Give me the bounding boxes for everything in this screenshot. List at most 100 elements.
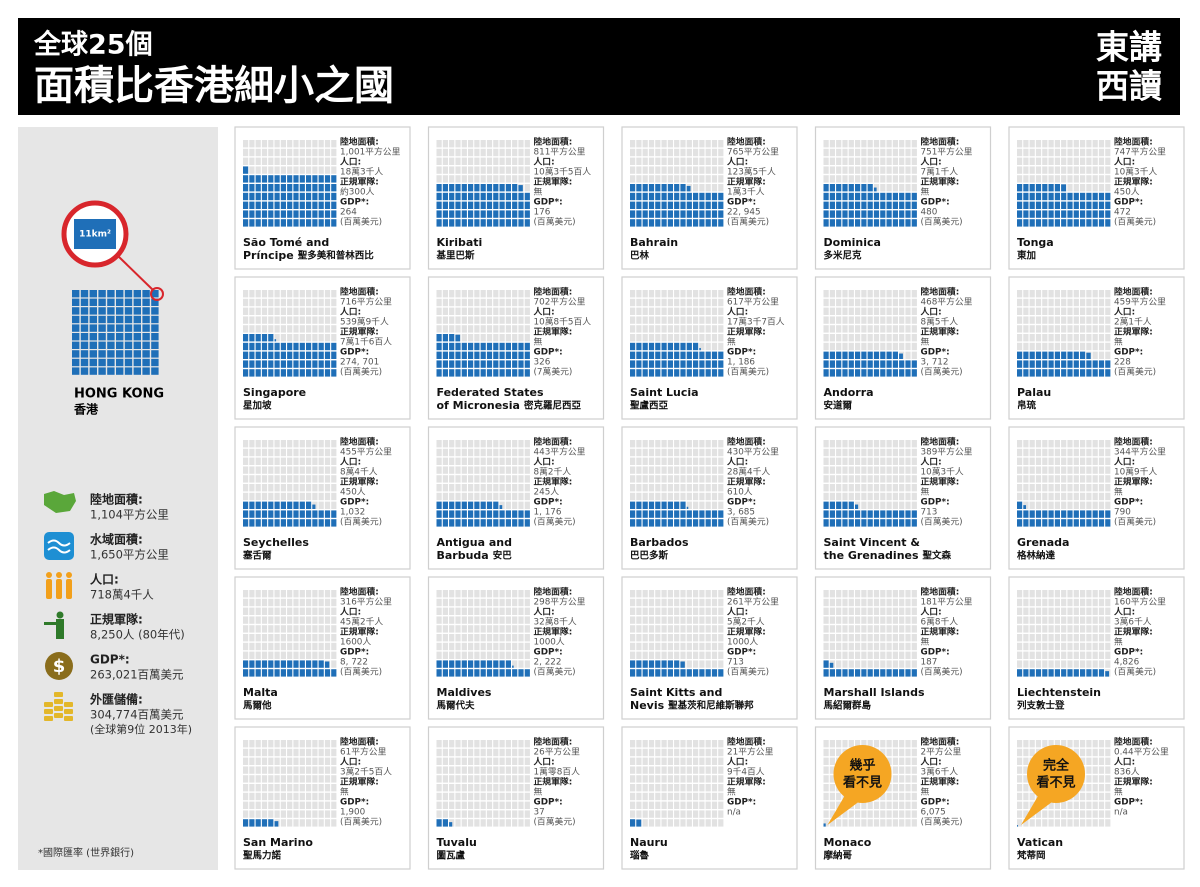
waffle-cell <box>861 148 867 157</box>
waffle-cell <box>892 801 898 809</box>
waffle-cell <box>442 440 448 448</box>
waffle-cell <box>274 342 280 351</box>
waffle-cell <box>630 290 636 298</box>
waffle-cell <box>455 148 461 157</box>
waffle-cell <box>655 316 661 324</box>
waffle-cell <box>499 740 505 748</box>
waffle-cell <box>306 307 312 315</box>
waffle-cell <box>1023 192 1029 201</box>
waffle-cell <box>331 819 337 827</box>
waffle-cell <box>855 184 861 192</box>
waffle-cell <box>1035 810 1042 818</box>
waffle-cell <box>287 219 293 227</box>
waffle-cell <box>280 175 286 183</box>
waffle-cell <box>1048 642 1054 651</box>
waffle-cell <box>80 350 89 358</box>
waffle-cell <box>249 184 255 192</box>
waffle-cell <box>1098 448 1105 457</box>
waffle-cell <box>892 590 898 598</box>
waffle-cell <box>711 175 718 183</box>
waffle-cell <box>873 519 880 527</box>
waffle-cell <box>836 175 842 183</box>
field-label: GDP*: <box>340 798 369 808</box>
waffle-cell <box>667 810 673 818</box>
waffle-cell <box>892 219 898 227</box>
waffle-cell <box>249 757 255 765</box>
waffle-cell <box>1054 148 1060 157</box>
field-value: 459平方公里 <box>1114 296 1166 308</box>
waffle-cell <box>686 440 692 448</box>
waffle-cell <box>1073 298 1079 307</box>
waffle-cell <box>899 457 905 465</box>
waffle-cell <box>1054 201 1060 209</box>
waffle-cell <box>480 157 486 165</box>
waffle-cell <box>1073 175 1079 183</box>
waffle-cell <box>331 625 337 633</box>
waffle-cell <box>287 784 293 792</box>
waffle-cell <box>249 457 255 465</box>
waffle-cell <box>823 175 829 183</box>
waffle-cell <box>705 590 711 598</box>
waffle-cell <box>512 175 518 183</box>
waffle-cell <box>261 192 268 201</box>
waffle-cell <box>499 157 505 165</box>
country-name: Dominica <box>824 236 881 249</box>
waffle-cell <box>468 598 474 607</box>
waffle-cell <box>324 740 331 748</box>
waffle-cell <box>512 810 518 818</box>
waffle-cell <box>324 290 331 298</box>
field-value: 61平方公里 <box>340 746 387 758</box>
waffle-cell <box>667 457 673 465</box>
waffle-cell <box>1080 316 1086 324</box>
waffle-cell <box>1067 184 1073 192</box>
waffle-cell <box>718 457 724 465</box>
waffle-cell <box>1105 740 1111 748</box>
waffle-cell <box>1017 175 1023 183</box>
waffle-cell <box>312 792 318 801</box>
waffle-cell <box>848 607 854 615</box>
waffle-cell <box>705 201 711 209</box>
icon-gold <box>64 709 73 714</box>
waffle-cell <box>1017 775 1023 783</box>
waffle-cell <box>331 501 337 509</box>
waffle-cell <box>1023 810 1029 818</box>
waffle-cell <box>1054 166 1060 174</box>
waffle-cell <box>1061 448 1067 457</box>
waffle-cell <box>280 475 286 483</box>
waffle-cell <box>630 642 636 651</box>
waffle-cell <box>848 342 854 351</box>
waffle-cell <box>1035 369 1042 377</box>
waffle-cell <box>293 792 299 801</box>
waffle-cell <box>449 740 455 748</box>
waffle-cell <box>705 748 711 757</box>
waffle-cell <box>151 307 159 315</box>
field-label: 陸地面積: <box>921 436 960 448</box>
waffle-cell <box>861 307 867 315</box>
waffle-cell <box>823 184 829 192</box>
waffle-cell <box>699 466 705 474</box>
waffle-cell <box>461 598 467 607</box>
waffle-cell <box>449 651 455 659</box>
waffle-cell <box>867 642 873 651</box>
waffle-cell <box>499 325 505 333</box>
waffle-cell <box>867 510 873 518</box>
waffle-cell <box>1098 201 1105 209</box>
waffle-cell <box>674 192 680 201</box>
waffle-cell <box>711 192 718 201</box>
waffle-cell <box>1080 510 1086 518</box>
waffle-cell <box>455 642 461 651</box>
waffle-cell <box>331 342 337 351</box>
waffle-cell <box>255 148 261 157</box>
waffle-cell <box>442 316 448 324</box>
waffle-cell <box>524 642 530 651</box>
waffle-cell <box>499 492 505 501</box>
waffle-cell <box>718 740 724 748</box>
waffle-cell <box>674 775 680 783</box>
waffle-cell <box>318 492 324 501</box>
waffle-cell <box>886 325 892 333</box>
waffle-cell <box>499 484 505 492</box>
waffle-cell <box>1098 669 1105 677</box>
highlight-small <box>150 287 164 301</box>
waffle-cell <box>705 166 711 174</box>
waffle-cell <box>1105 210 1111 218</box>
